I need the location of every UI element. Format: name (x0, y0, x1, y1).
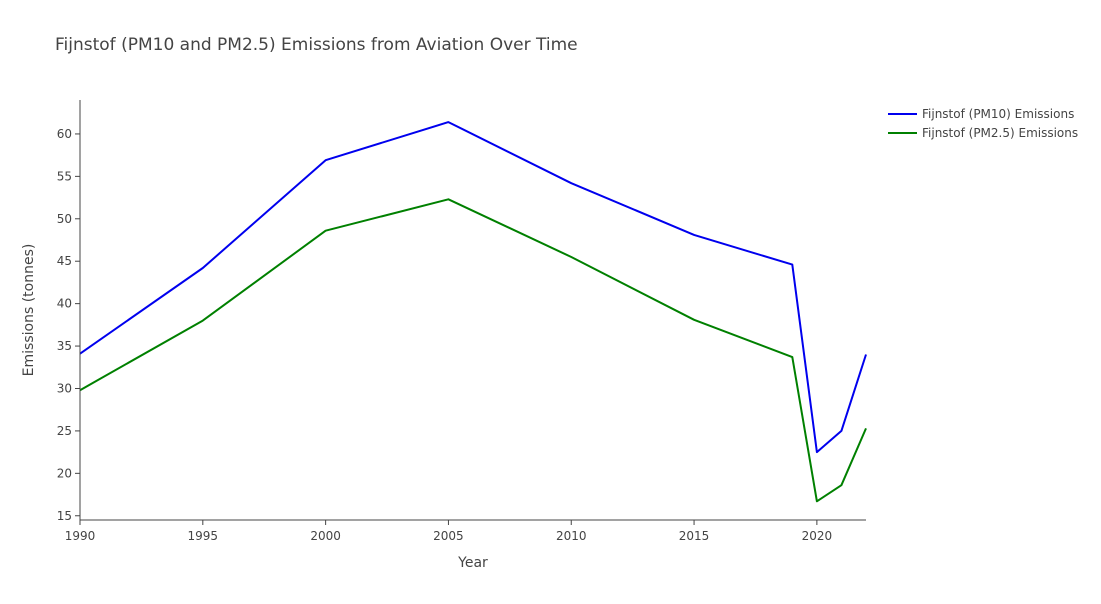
series-line-pm10[interactable] (79, 121, 867, 454)
y-tick-label: 30 (57, 381, 72, 395)
x-tick-label: 2010 (556, 529, 587, 543)
series-line-pm25[interactable] (79, 198, 867, 503)
y-tick-label: 45 (57, 254, 72, 268)
legend-item-pm25[interactable]: Fijnstof (PM2.5) Emissions (888, 126, 1078, 140)
x-tick-label: 2000 (310, 529, 341, 543)
x-tick-label: 2015 (679, 529, 710, 543)
y-tick-label: 20 (57, 466, 72, 480)
y-axis-title: Emissions (tonnes) (21, 244, 37, 377)
y-axis-ticks: 15 20 25 30 35 40 45 50 55 60 (57, 127, 80, 523)
y-tick-label: 55 (57, 169, 72, 183)
y-tick-label: 60 (57, 127, 72, 141)
y-tick-label: 50 (57, 212, 72, 226)
y-tick-label: 25 (57, 424, 72, 438)
x-axis-ticks: 1990 1995 2000 2005 2010 2015 2020 (65, 520, 832, 543)
series-lines (79, 121, 867, 503)
y-tick-label: 35 (57, 339, 72, 353)
x-tick-label: 2005 (433, 529, 464, 543)
legend-item-pm10[interactable]: Fijnstof (PM10) Emissions (888, 107, 1074, 121)
legend-label-pm25: Fijnstof (PM2.5) Emissions (922, 126, 1078, 140)
y-tick-label: 40 (57, 297, 72, 311)
legend-label-pm10: Fijnstof (PM10) Emissions (922, 107, 1074, 121)
chart-title: Fijnstof (PM10 and PM2.5) Emissions from… (55, 35, 578, 55)
x-tick-label: 2020 (802, 529, 833, 543)
x-tick-label: 1995 (188, 529, 219, 543)
x-tick-label: 1990 (65, 529, 96, 543)
x-axis-title: Year (457, 555, 488, 571)
legend: Fijnstof (PM10) Emissions Fijnstof (PM2.… (888, 107, 1078, 140)
y-tick-label: 15 (57, 509, 72, 523)
